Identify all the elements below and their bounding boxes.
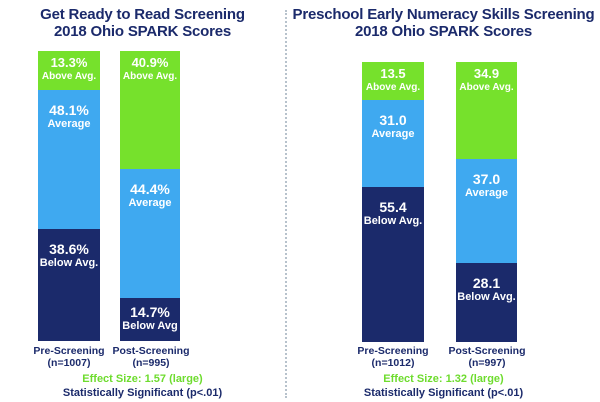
data-label-value: 14.7% — [130, 304, 170, 320]
bar-segment-average: 31.0 Average — [362, 100, 424, 187]
data-label-value: 38.6% — [49, 241, 89, 257]
data-label-category: Below Avg. — [39, 257, 99, 269]
bar-segment-average: 48.1% Average — [38, 90, 100, 229]
x-tick-label-line-2: (n=995) — [132, 357, 170, 369]
data-label-category: Average — [371, 128, 415, 140]
data-label-category: Above Avg. — [41, 71, 97, 82]
bar-segment-below: 14.7% Below Avg — [120, 298, 180, 341]
x-tick-label-line-2: (n=1007) — [47, 357, 91, 369]
bar-segment-below: 38.6% Below Avg. — [38, 229, 100, 341]
data-label-category: Above Avg. — [122, 71, 178, 82]
data-label-category: Above Avg. — [459, 82, 514, 93]
bar-post-screening: 28.1 Below Avg. 37.0 Average 34.9 Above Avg. — [456, 62, 517, 342]
data-label-category: Average — [128, 197, 172, 209]
data-label-value: 31.0 — [379, 112, 407, 128]
x-tick-label-pre: Pre-Screening (n=1007) — [28, 345, 110, 369]
x-tick-label-line-2: (n=1012) — [371, 357, 415, 369]
chart-title-line-2: 2018 Ohio SPARK Scores — [354, 23, 533, 40]
x-tick-label-post: Post-Screening (n=997) — [445, 345, 529, 369]
x-tick-label-pre: Pre-Screening (n=1012) — [352, 345, 434, 369]
data-label-category: Below Avg. — [363, 215, 423, 227]
bar-segment-average: 37.0 Average — [456, 159, 517, 263]
bar-segment-above: 40.9% Above Avg. — [120, 51, 180, 169]
data-label-value: 48.1% — [49, 102, 89, 118]
chart-title-line-2: 2018 Ohio SPARK Scores — [53, 23, 232, 40]
bar-segment-above: 13.3% Above Avg. — [38, 51, 100, 90]
bar-post-screening: 14.7% Below Avg 44.4% Average 40.9% Above Avg… — [120, 51, 180, 341]
data-label-value: 37.0 — [472, 171, 501, 187]
bar-segment-below: 28.1 Below Avg. — [456, 263, 517, 342]
chart-title-line-1: Preschool Early Numeracy Skills Screenin… — [292, 6, 595, 23]
chart-title: Get Ready to Read Screening 2018 Ohio SP… — [0, 6, 285, 40]
chart-title-line-1: Get Ready to Read Screening — [40, 6, 245, 23]
x-tick-label-line-1: Pre-Screening — [357, 345, 429, 357]
data-label-category: Average — [464, 187, 508, 199]
bar-segment-below: 55.4 Below Avg. — [362, 187, 424, 342]
data-label-value: 13.3% — [50, 55, 88, 70]
significance-text: Statistically Significant (p<.01) — [363, 387, 524, 399]
panel-divider — [285, 10, 287, 398]
x-tick-label-line-2: (n=997) — [468, 357, 506, 369]
bar-pre-screening: 55.4 Below Avg. 31.0 Average 13.5 Above Avg. — [362, 62, 424, 342]
bar-segment-above: 34.9 Above Avg. — [456, 62, 517, 159]
data-label-value: 44.4% — [130, 181, 170, 197]
data-label-value: 13.5 — [380, 66, 406, 81]
data-label-category: Average — [47, 118, 91, 130]
data-label-value: 34.9 — [473, 66, 500, 81]
x-tick-label-post: Post-Screening (n=995) — [110, 345, 192, 369]
chart-title: Preschool Early Numeracy Skills Screenin… — [287, 6, 600, 40]
data-label-value: 55.4 — [379, 199, 407, 215]
effect-size-text: Effect Size: 1.32 (large) — [383, 373, 504, 385]
bar-pre-screening: 38.6% Below Avg. 48.1% Average 13.3% Above Av… — [38, 51, 100, 341]
data-label-category: Above Avg. — [365, 82, 421, 93]
data-label-category: Below Avg — [122, 320, 178, 332]
bar-segment-average: 44.4% Average — [120, 169, 180, 298]
x-tick-label-line-1: Post-Screening — [112, 345, 190, 357]
x-tick-label-line-1: Pre-Screening — [33, 345, 105, 357]
data-label-value: 40.9% — [131, 55, 169, 70]
effect-size-text: Effect Size: 1.57 (large) — [82, 373, 203, 385]
data-label-value: 28.1 — [472, 275, 501, 291]
significance-text: Statistically Significant (p<.01) — [62, 387, 223, 399]
data-label-category: Below Avg. — [457, 291, 516, 303]
bar-segment-above: 13.5 Above Avg. — [362, 62, 424, 100]
x-tick-label-line-1: Post-Screening — [448, 345, 526, 357]
